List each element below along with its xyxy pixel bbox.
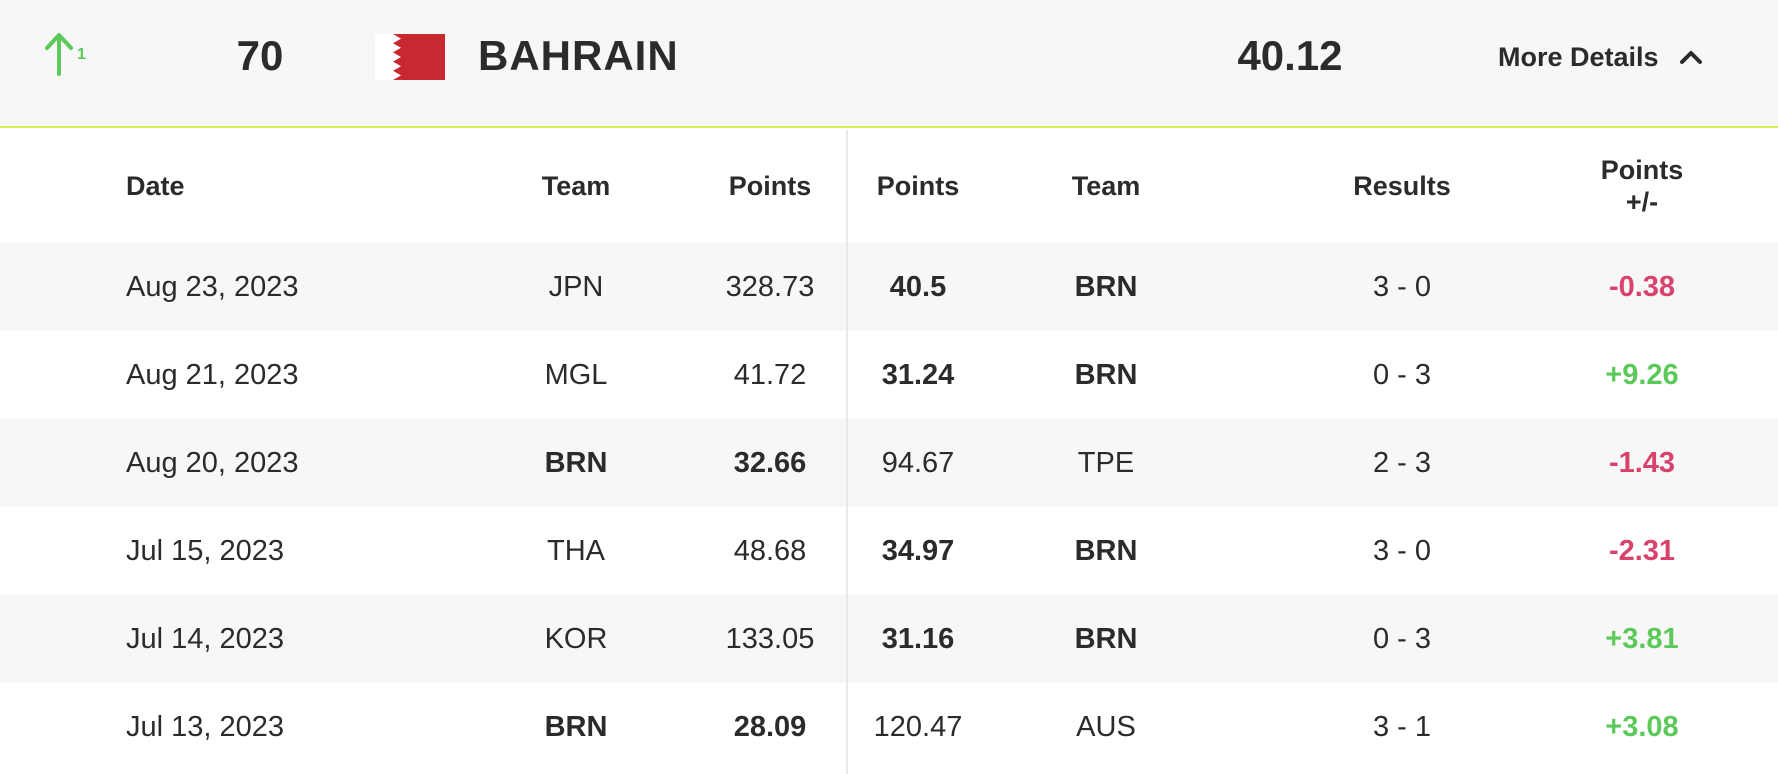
team-1: KOR bbox=[544, 623, 608, 655]
match-date: Aug 23, 2023 bbox=[126, 271, 299, 303]
rank-change-value: 1 bbox=[77, 46, 86, 63]
column-header-points-diff: Points +/- bbox=[1562, 154, 1722, 218]
points-2: 31.24 bbox=[881, 359, 955, 391]
country-name: BAHRAIN bbox=[478, 32, 679, 79]
points-2: 120.47 bbox=[873, 711, 963, 743]
rank-trend: 1 bbox=[44, 32, 86, 76]
points-1: 48.68 bbox=[733, 535, 807, 567]
team-2: BRN bbox=[1074, 623, 1138, 655]
match-date: Aug 21, 2023 bbox=[126, 359, 299, 391]
points-2: 34.97 bbox=[881, 535, 955, 567]
table-row: Jul 15, 2023 THA 48.68 34.97 BRN 3 - 0 -… bbox=[0, 507, 1778, 595]
team-2: TPE bbox=[1077, 447, 1135, 479]
points-1: 32.66 bbox=[733, 447, 807, 479]
team-1: JPN bbox=[548, 271, 604, 303]
match-result: 2 - 3 bbox=[1372, 447, 1432, 479]
column-header-team-1: Team bbox=[541, 171, 611, 201]
column-header-points-1: Points bbox=[728, 171, 812, 201]
points-1: 41.72 bbox=[733, 359, 807, 391]
team-2: BRN bbox=[1074, 535, 1138, 567]
team-1: THA bbox=[547, 535, 605, 567]
column-header-date: Date bbox=[126, 171, 185, 201]
points-1: 28.09 bbox=[733, 711, 807, 743]
arrow-up-icon bbox=[45, 33, 73, 76]
match-result: 0 - 3 bbox=[1372, 359, 1432, 391]
team-1: MGL bbox=[544, 359, 608, 391]
points-1: 133.05 bbox=[725, 623, 815, 655]
match-result: 3 - 0 bbox=[1372, 535, 1432, 567]
table-row: Jul 13, 2023 BRN 28.09 120.47 AUS 3 - 1 … bbox=[0, 683, 1778, 771]
match-date: Jul 14, 2023 bbox=[126, 623, 285, 655]
chevron-up-icon[interactable] bbox=[1679, 49, 1703, 65]
table-header: Date Team Points Points Team Results Poi… bbox=[0, 130, 1778, 243]
table-row: Aug 21, 2023 MGL 41.72 31.24 BRN 0 - 3 +… bbox=[0, 331, 1778, 419]
match-date: Aug 20, 2023 bbox=[126, 447, 299, 479]
team-1: BRN bbox=[544, 447, 608, 479]
points-1: 328.73 bbox=[725, 271, 815, 303]
country-score: 40.12 bbox=[1237, 32, 1343, 79]
column-header-points-diff-line1: Points bbox=[1600, 155, 1684, 185]
match-result: 0 - 3 bbox=[1372, 623, 1432, 655]
points-2: 40.5 bbox=[889, 271, 947, 303]
team-2: AUS bbox=[1076, 711, 1136, 743]
points-change: -0.38 bbox=[1608, 271, 1676, 303]
points-change: +3.81 bbox=[1605, 623, 1679, 655]
column-header-team-2: Team bbox=[1071, 171, 1141, 201]
ranking-header[interactable]: 1 70 BAHRAIN 40.12 More Details bbox=[0, 0, 1778, 128]
points-2: 31.16 bbox=[881, 623, 955, 655]
team-2: BRN bbox=[1074, 359, 1138, 391]
match-result: 3 - 1 bbox=[1372, 711, 1432, 743]
column-divider bbox=[846, 130, 848, 774]
points-change: +9.26 bbox=[1605, 359, 1679, 391]
team-2: BRN bbox=[1074, 271, 1138, 303]
table-row: Aug 20, 2023 BRN 32.66 94.67 TPE 2 - 3 -… bbox=[0, 419, 1778, 507]
points-change: -2.31 bbox=[1608, 535, 1676, 567]
column-header-points-2: Points bbox=[876, 171, 960, 201]
column-header-results: Results bbox=[1353, 171, 1451, 201]
team-1: BRN bbox=[544, 711, 608, 743]
rank-number: 70 bbox=[236, 32, 284, 79]
bahrain-flag-icon bbox=[375, 34, 445, 80]
points-change: -1.43 bbox=[1608, 447, 1676, 479]
table-row: Aug 23, 2023 JPN 328.73 40.5 BRN 3 - 0 -… bbox=[0, 243, 1778, 331]
match-date: Jul 13, 2023 bbox=[126, 711, 285, 743]
table-row: Jul 14, 2023 KOR 133.05 31.16 BRN 0 - 3 … bbox=[0, 595, 1778, 683]
column-header-points-diff-line2: +/- bbox=[1625, 187, 1659, 217]
points-change: +3.08 bbox=[1605, 711, 1679, 743]
match-date: Jul 15, 2023 bbox=[126, 535, 285, 567]
points-2: 94.67 bbox=[881, 447, 955, 479]
more-details-toggle[interactable]: More Details bbox=[1498, 40, 1703, 74]
more-details-label[interactable]: More Details bbox=[1498, 42, 1659, 72]
match-result: 3 - 0 bbox=[1372, 271, 1432, 303]
